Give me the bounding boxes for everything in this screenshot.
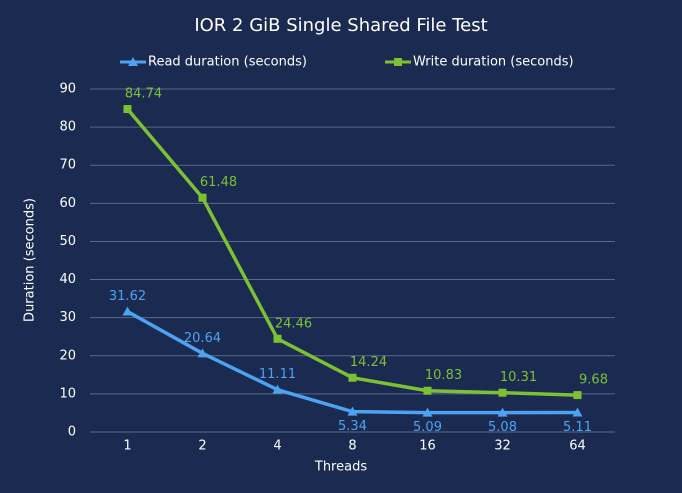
legend-label: Write duration (seconds) — [413, 55, 574, 70]
x-tick-label: 32 — [494, 439, 511, 454]
point-marker — [422, 407, 433, 417]
y-tick-label: 10 — [59, 386, 76, 401]
y-tick-label: 80 — [59, 120, 76, 135]
point-marker — [347, 406, 358, 416]
point-marker — [198, 193, 207, 202]
data-label: 5.11 — [563, 420, 592, 435]
x-tick-label: 8 — [348, 439, 356, 454]
data-label: 31.62 — [109, 289, 146, 304]
data-label: 61.48 — [200, 175, 237, 190]
point-marker — [572, 407, 583, 417]
y-tick-label: 50 — [59, 234, 76, 249]
point-marker — [197, 348, 208, 358]
point-marker — [498, 388, 507, 397]
data-label: 5.09 — [413, 420, 442, 435]
point-marker — [394, 58, 402, 66]
y-tick-label: 30 — [59, 310, 76, 325]
point-marker — [423, 386, 432, 395]
point-marker — [122, 306, 133, 316]
data-label: 84.74 — [125, 87, 162, 102]
x-tick-label: 4 — [273, 439, 281, 454]
point-marker — [573, 391, 582, 400]
data-label: 9.68 — [579, 373, 608, 388]
y-tick-label: 20 — [59, 348, 76, 363]
chart-title: IOR 2 GiB Single Shared File Test — [194, 15, 487, 36]
x-axis-title: Threads — [314, 460, 367, 475]
point-marker — [348, 373, 357, 382]
x-tick-label: 1 — [123, 439, 131, 454]
data-label: 5.08 — [488, 420, 517, 435]
point-marker — [273, 334, 282, 343]
y-tick-label: 70 — [59, 158, 76, 173]
point-marker — [272, 384, 283, 394]
y-tick-label: 0 — [68, 425, 76, 440]
data-label: 11.11 — [259, 367, 296, 382]
data-label: 10.83 — [425, 368, 462, 383]
point-marker — [123, 105, 132, 114]
data-label: 10.31 — [500, 370, 537, 385]
y-tick-label: 40 — [59, 272, 76, 287]
data-label: 14.24 — [350, 355, 387, 370]
data-label: 20.64 — [184, 331, 221, 346]
x-tick-label: 16 — [419, 439, 436, 454]
y-tick-label: 90 — [59, 82, 76, 97]
data-label: 24.46 — [275, 316, 312, 331]
data-label: 5.34 — [338, 419, 367, 434]
x-tick-label: 2 — [198, 439, 206, 454]
legend-label: Read duration (seconds) — [148, 55, 307, 70]
y-tick-label: 60 — [59, 196, 76, 211]
point-marker — [497, 407, 508, 417]
x-tick-label: 64 — [569, 439, 586, 454]
point-marker — [128, 57, 138, 66]
y-axis-title: Duration (seconds) — [23, 198, 38, 322]
